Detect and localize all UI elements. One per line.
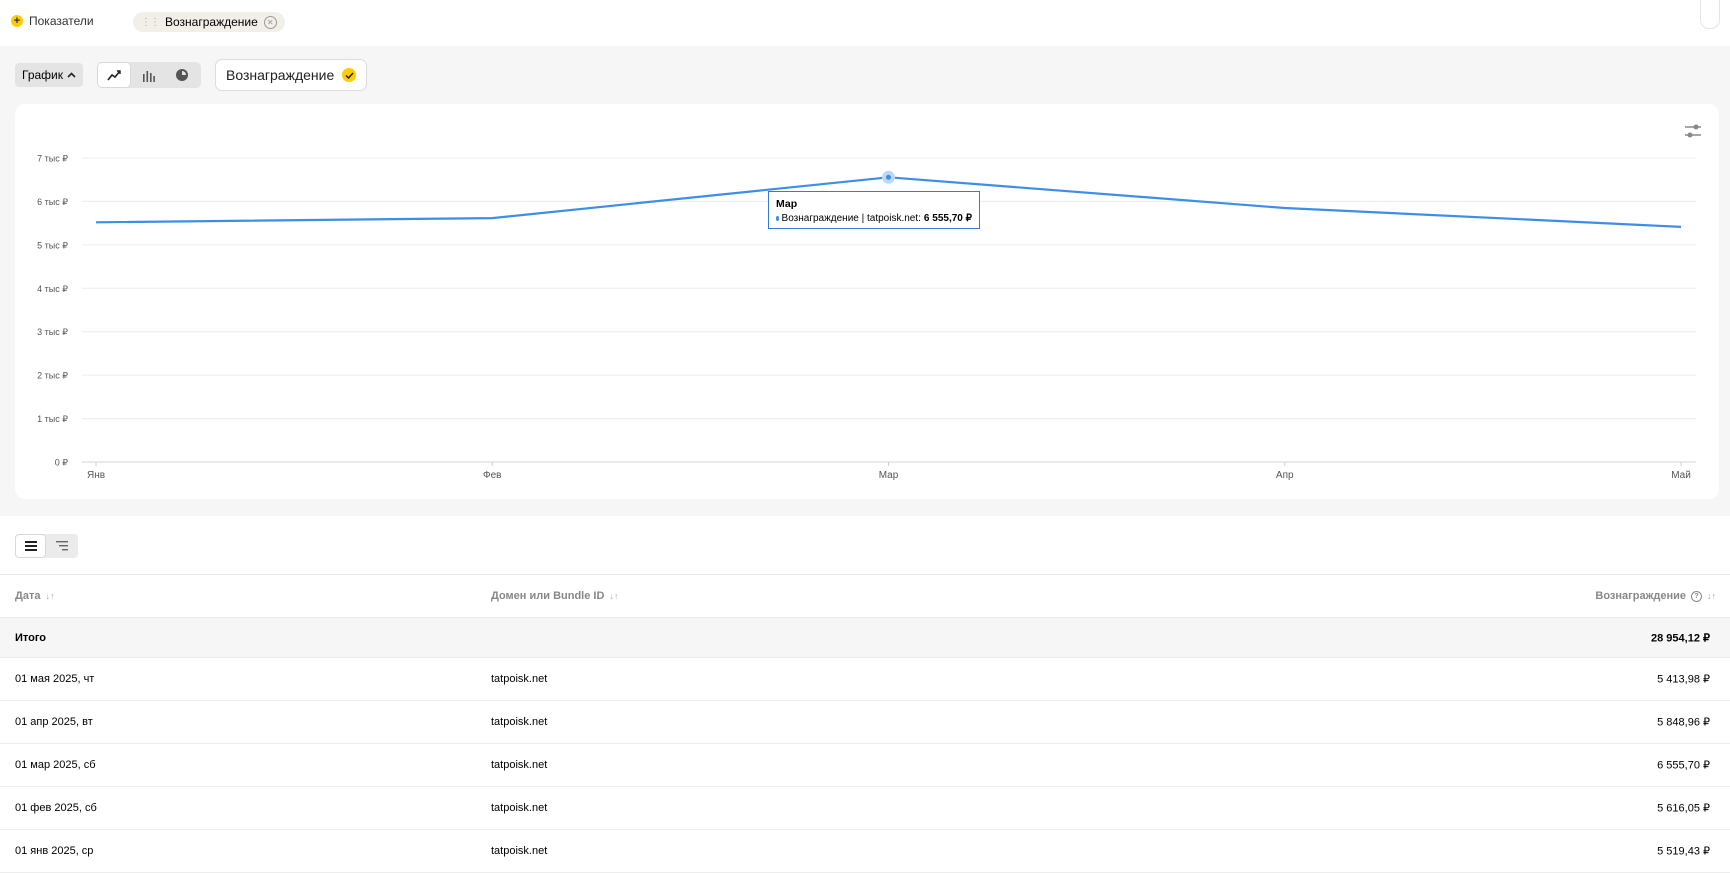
row-domain: tatpoisk.net bbox=[491, 845, 548, 857]
help-icon[interactable]: ? bbox=[1691, 590, 1702, 602]
total-value: 28 954,12 ₽ bbox=[1651, 632, 1710, 644]
table-view-switch bbox=[15, 534, 78, 558]
line-chart-option[interactable] bbox=[97, 62, 131, 88]
remove-chip-icon[interactable]: ✕ bbox=[263, 15, 277, 29]
add-metrics-button[interactable]: + Показатели bbox=[11, 14, 94, 28]
sort-icon[interactable]: ↓↑ bbox=[1707, 591, 1716, 601]
header-domain-label: Домен или Bundle ID bbox=[491, 590, 605, 602]
column-header-domain[interactable]: Домен или Bundle ID ↓↑ bbox=[491, 590, 618, 602]
metric-visibility-toggle[interactable]: Вознаграждение bbox=[215, 59, 368, 91]
bar-chart-icon bbox=[142, 70, 155, 82]
row-reward: 5 413,98 ₽ bbox=[1657, 673, 1710, 686]
row-reward: 6 555,70 ₽ bbox=[1657, 759, 1710, 772]
chevron-up-icon bbox=[67, 72, 76, 78]
table-row: 01 мая 2025, чт tatpoisk.net 5 413,98 ₽ bbox=[0, 658, 1730, 701]
metric-chip-label: Вознаграждение bbox=[165, 15, 258, 29]
row-date: 01 мая 2025, чт bbox=[15, 673, 95, 685]
add-metrics-label: Показатели bbox=[29, 14, 94, 28]
plus-icon: + bbox=[11, 15, 23, 27]
tooltip-line: Вознаграждение | tatpoisk.net: 6 555,70 … bbox=[776, 213, 972, 224]
sort-icon[interactable]: ↓↑ bbox=[45, 591, 55, 601]
header-reward-label: Вознаграждение bbox=[1595, 590, 1686, 602]
tooltip-title: Мар bbox=[776, 198, 798, 210]
table-header: Дата ↓↑ Домен или Bundle ID ↓↑ Вознаграж… bbox=[0, 574, 1730, 618]
total-row: Итого 28 954,12 ₽ bbox=[0, 618, 1730, 658]
total-label: Итого bbox=[15, 631, 47, 644]
row-date: 01 апр 2025, вт bbox=[15, 716, 93, 728]
flat-view-option[interactable] bbox=[15, 534, 46, 558]
tooltip-value: 6 555,70 ₽ bbox=[923, 213, 972, 224]
table-row: 01 мар 2025, сб tatpoisk.net 6 555,70 ₽ bbox=[0, 744, 1730, 787]
row-domain: tatpoisk.net bbox=[491, 673, 548, 685]
chart-tooltip: Мар Вознаграждение | tatpoisk.net: 6 555… bbox=[768, 191, 980, 229]
tooltip-series-label: Вознаграждение | tatpoisk.net: bbox=[781, 213, 921, 224]
table-row: 01 фев 2025, сб tatpoisk.net 5 616,05 ₽ bbox=[0, 787, 1730, 830]
top-bar: + Показатели ⋮⋮ Вознаграждение ✕ bbox=[0, 0, 1730, 46]
sliders-icon bbox=[1685, 124, 1701, 138]
header-date-label: Дата bbox=[15, 590, 41, 602]
series-dot-icon bbox=[776, 216, 779, 221]
table-row: 01 апр 2025, вт tatpoisk.net 5 848,96 ₽ bbox=[0, 701, 1730, 744]
row-date: 01 фев 2025, сб bbox=[15, 802, 97, 814]
column-header-date[interactable]: Дата ↓↑ bbox=[15, 590, 54, 602]
row-date: 01 янв 2025, ср bbox=[15, 845, 94, 857]
row-reward: 5 616,05 ₽ bbox=[1657, 802, 1710, 815]
graph-toggle-label: График bbox=[22, 68, 63, 82]
data-table: Дата ↓↑ Домен или Bundle ID ↓↑ Вознаграж… bbox=[0, 574, 1730, 873]
pie-chart-icon bbox=[176, 69, 188, 81]
chart-type-switch bbox=[97, 62, 201, 88]
checkmark-icon bbox=[342, 68, 357, 82]
row-domain: tatpoisk.net bbox=[491, 802, 548, 814]
scroll-handle[interactable] bbox=[1700, 0, 1720, 29]
line-chart-icon bbox=[107, 70, 121, 81]
table-row: 01 янв 2025, ср tatpoisk.net 5 519,43 ₽ bbox=[0, 830, 1730, 873]
row-reward: 5 519,43 ₽ bbox=[1657, 845, 1710, 858]
pie-chart-option[interactable] bbox=[165, 62, 199, 88]
row-date: 01 мар 2025, сб bbox=[15, 759, 96, 771]
metric-toggle-label: Вознаграждение bbox=[226, 67, 335, 83]
chart-card bbox=[15, 104, 1719, 499]
tree-view-option[interactable] bbox=[46, 534, 77, 558]
chart-settings-button[interactable] bbox=[1682, 120, 1704, 142]
graph-toggle-button[interactable]: График bbox=[15, 63, 83, 87]
row-reward: 5 848,96 ₽ bbox=[1657, 716, 1710, 729]
drag-handle-icon[interactable]: ⋮⋮ bbox=[141, 16, 160, 28]
row-domain: tatpoisk.net bbox=[491, 716, 548, 728]
metric-chip[interactable]: ⋮⋮ Вознаграждение ✕ bbox=[133, 12, 285, 32]
tree-list-icon bbox=[55, 541, 68, 551]
sort-icon[interactable]: ↓↑ bbox=[609, 591, 619, 601]
column-header-reward[interactable]: Вознаграждение ? ↓↑ bbox=[1595, 590, 1716, 602]
row-domain: tatpoisk.net bbox=[491, 759, 548, 771]
list-icon bbox=[24, 541, 37, 551]
bar-chart-option[interactable] bbox=[131, 62, 165, 88]
